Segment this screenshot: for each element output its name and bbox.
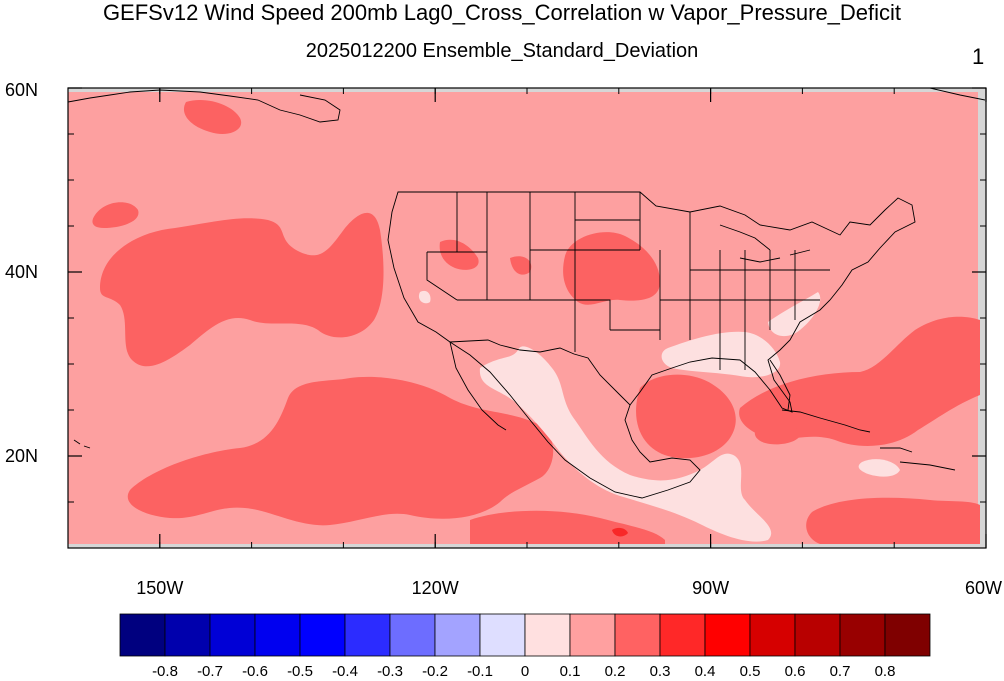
- colorbar-label: -0.5: [287, 663, 313, 680]
- colorbar-swatch: [164, 613, 211, 657]
- colorbar-label: 0.5: [740, 663, 761, 680]
- colorbar-label: 0.8: [875, 663, 896, 680]
- colorbar-swatch: [344, 613, 391, 657]
- colorbar-swatch: [119, 613, 166, 657]
- colorbar-label: -0.7: [197, 663, 223, 680]
- colorbar-label: 0: [521, 663, 529, 680]
- colorbar-swatch: [749, 613, 796, 657]
- lon-tick-label: 90W: [692, 578, 729, 598]
- colorbar-label: 0.7: [830, 663, 851, 680]
- colorbar: -0.8 -0.7 -0.6 -0.5 -0.4 -0.3 -0.2 -0.1 0 0.1 0.2 0…: [119, 613, 931, 680]
- lon-tick-label: 120W: [412, 578, 459, 598]
- lon-tick-label: 60W: [965, 578, 1002, 598]
- colorbar-label: 0.2: [605, 663, 626, 680]
- field-0.3-0.4-bin: [612, 527, 628, 537]
- colorbar-label: -0.4: [332, 663, 358, 680]
- lat-tick-label: 40N: [5, 262, 38, 282]
- colorbar-label: 0.1: [560, 663, 581, 680]
- colorbar-label: -0.2: [422, 663, 448, 680]
- colorbar-swatch: [794, 613, 841, 657]
- colorbar-swatch: [254, 613, 301, 657]
- colorbar-swatch: [209, 613, 256, 657]
- colorbar-swatch: [434, 613, 481, 657]
- colorbar-swatch: [569, 613, 616, 657]
- chart-subtitle: 2025012200 Ensemble_Standard_Deviation: [305, 40, 699, 62]
- colorbar-swatch: [614, 613, 661, 657]
- panel-number: 1: [972, 44, 985, 69]
- field-0-0.1-bin: [418, 290, 900, 542]
- contour-field: [68, 88, 986, 548]
- coastlines-and-borders: [68, 88, 986, 499]
- axes: 150W 120W 90W 60W 20N 40N 60N: [5, 80, 1002, 598]
- chart-title: GEFSv12 Wind Speed 200mb Lag0_Cross_Corr…: [102, 0, 902, 25]
- colorbar-swatch: [524, 613, 571, 657]
- colorbar-label: 0.3: [650, 663, 671, 680]
- colorbar-label: 0.6: [785, 663, 806, 680]
- colorbar-swatch: [884, 613, 931, 657]
- colorbar-swatch: [659, 613, 706, 657]
- colorbar-label: 0.4: [695, 663, 716, 680]
- colorbar-label: -0.3: [377, 663, 403, 680]
- colorbar-swatch: [704, 613, 751, 657]
- lat-tick-label: 60N: [5, 80, 38, 100]
- colorbar-label: -0.1: [467, 663, 493, 680]
- lon-tick-label: 150W: [136, 578, 183, 598]
- colorbar-swatch: [479, 613, 526, 657]
- colorbar-label: -0.8: [152, 663, 178, 680]
- colorbar-swatch: [389, 613, 436, 657]
- colorbar-swatch: [839, 613, 886, 657]
- colorbar-swatch: [299, 613, 346, 657]
- colorbar-label: -0.6: [242, 663, 268, 680]
- lat-tick-label: 20N: [5, 446, 38, 466]
